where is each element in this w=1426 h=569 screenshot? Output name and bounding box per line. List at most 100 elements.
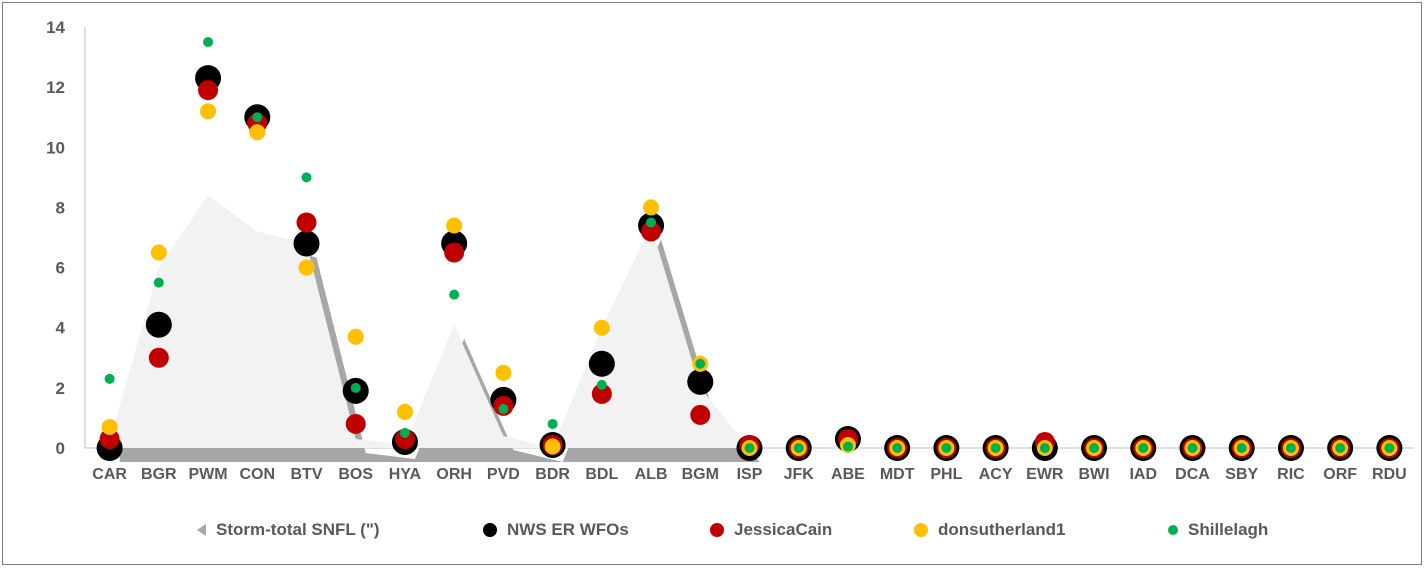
x-tick-label: BWI	[1079, 466, 1110, 483]
x-tick-label: CON	[239, 466, 275, 483]
marker-shillelagh	[990, 443, 1001, 453]
x-tick-label: ORF	[1323, 466, 1357, 483]
marker-shillelagh	[203, 37, 214, 48]
marker-donsutherland1	[298, 259, 315, 276]
x-tick-label: BTV	[291, 466, 323, 483]
marker-shillelagh	[596, 379, 607, 390]
marker-nws-er-wfos	[588, 350, 615, 377]
x-tick-label: BDR	[535, 466, 570, 483]
marker-shillelagh	[646, 217, 657, 228]
legend-marker-swatch	[710, 523, 724, 537]
legend-label: NWS ER WFOs	[507, 520, 629, 539]
marker-jessicacain	[296, 212, 317, 233]
marker-donsutherland1	[396, 403, 413, 420]
x-tick-label: MDT	[880, 466, 915, 483]
x-tick-label: RIC	[1277, 466, 1305, 483]
legend: Storm-total SNFL (") NWS ER WFOs JessicaCa…	[0, 515, 1426, 545]
legend-label: Shillelagh	[1188, 520, 1269, 539]
y-tick-label: 2	[56, 379, 65, 398]
marker-donsutherland1	[249, 124, 266, 141]
marker-jessicacain	[690, 404, 711, 425]
legend-area-swatch	[197, 524, 206, 536]
marker-shillelagh	[449, 289, 460, 300]
marker-nws-er-wfos	[145, 311, 172, 338]
marker-nws-er-wfos	[687, 368, 714, 395]
marker-jessicacain	[394, 428, 415, 449]
marker-jessicacain	[198, 80, 219, 101]
x-tick-label: PWM	[189, 466, 228, 483]
legend-label: donsutherland1	[938, 520, 1066, 539]
x-tick-label: DCA	[1175, 466, 1210, 483]
marker-shillelagh	[1187, 443, 1198, 453]
x-tick-label: BGM	[682, 466, 719, 483]
marker-donsutherland1	[495, 364, 512, 381]
marker-shillelagh	[399, 427, 410, 438]
legend-item: donsutherland1	[914, 515, 1066, 545]
marker-donsutherland1	[446, 217, 463, 234]
marker-shillelagh	[1138, 443, 1149, 453]
marker-shillelagh	[695, 358, 706, 369]
marker-jessicacain	[345, 413, 366, 434]
y-tick-label: 4	[56, 319, 66, 338]
marker-shillelagh	[1335, 443, 1346, 453]
marker-nws-er-wfos	[293, 230, 320, 257]
marker-donsutherland1	[200, 103, 217, 120]
marker-jessicacain	[641, 221, 662, 242]
y-tick-label: 0	[56, 439, 65, 458]
y-tick-label: 12	[46, 78, 65, 97]
marker-shillelagh	[350, 382, 361, 393]
y-tick-label: 14	[46, 18, 65, 37]
marker-shillelagh	[1089, 443, 1100, 453]
x-tick-label: BOS	[338, 466, 373, 483]
legend-marker-swatch	[483, 523, 497, 537]
legend-label: Storm-total SNFL (")	[216, 520, 380, 539]
x-tick-label: ALB	[635, 466, 668, 483]
area-series-snfl	[109, 195, 1390, 448]
x-tick-label: EWR	[1026, 466, 1064, 483]
legend-label: JessicaCain	[734, 520, 833, 539]
marker-donsutherland1	[544, 438, 561, 455]
legend-marker-swatch	[914, 523, 928, 537]
x-tick-label: JFK	[784, 466, 815, 483]
x-tick-label: IAD	[1129, 466, 1157, 483]
marker-donsutherland1	[643, 199, 660, 216]
x-tick-label: ORH	[436, 466, 472, 483]
marker-donsutherland1	[593, 319, 610, 336]
x-tick-label: CAR	[92, 466, 127, 483]
marker-donsutherland1	[101, 418, 118, 435]
x-tick-label: SBY	[1225, 466, 1258, 483]
marker-shillelagh	[892, 443, 903, 453]
marker-shillelagh	[301, 172, 312, 183]
legend-marker-swatch	[1168, 525, 1178, 535]
x-tick-label: ABE	[831, 466, 865, 483]
marker-jessicacain	[591, 383, 612, 404]
marker-jessicacain	[148, 347, 169, 368]
marker-shillelagh	[1285, 443, 1296, 453]
marker-shillelagh	[1384, 443, 1395, 453]
marker-jessicacain	[444, 242, 465, 263]
plot-area: 0 2 4 6 8 10 12 14 CAR BGR PWM CON BTV BOS HYA ORH PVD BD…	[46, 18, 1414, 483]
marker-donsutherland1	[150, 244, 167, 261]
marker-shillelagh	[793, 443, 804, 453]
marker-shillelagh	[252, 112, 263, 123]
legend-item: Storm-total SNFL (")	[197, 515, 380, 545]
legend-item: Shillelagh	[1168, 515, 1268, 545]
y-tick-label: 10	[46, 138, 65, 157]
marker-shillelagh	[744, 443, 755, 453]
marker-shillelagh	[1039, 443, 1050, 453]
x-tick-label: HYA	[389, 466, 422, 483]
y-tick-label: 6	[56, 259, 65, 278]
x-tick-label: BGR	[141, 466, 177, 483]
marker-shillelagh	[842, 441, 853, 452]
marker-shillelagh	[547, 418, 558, 429]
marker-jessicacain	[99, 428, 120, 449]
x-tick-label: ISP	[737, 466, 763, 483]
marker-shillelagh	[104, 373, 115, 384]
marker-shillelagh	[153, 277, 164, 288]
marker-shillelagh	[498, 403, 509, 414]
legend-item: NWS ER WFOs	[483, 515, 629, 545]
marker-shillelagh	[941, 443, 952, 453]
y-tick-label: 8	[56, 198, 65, 217]
